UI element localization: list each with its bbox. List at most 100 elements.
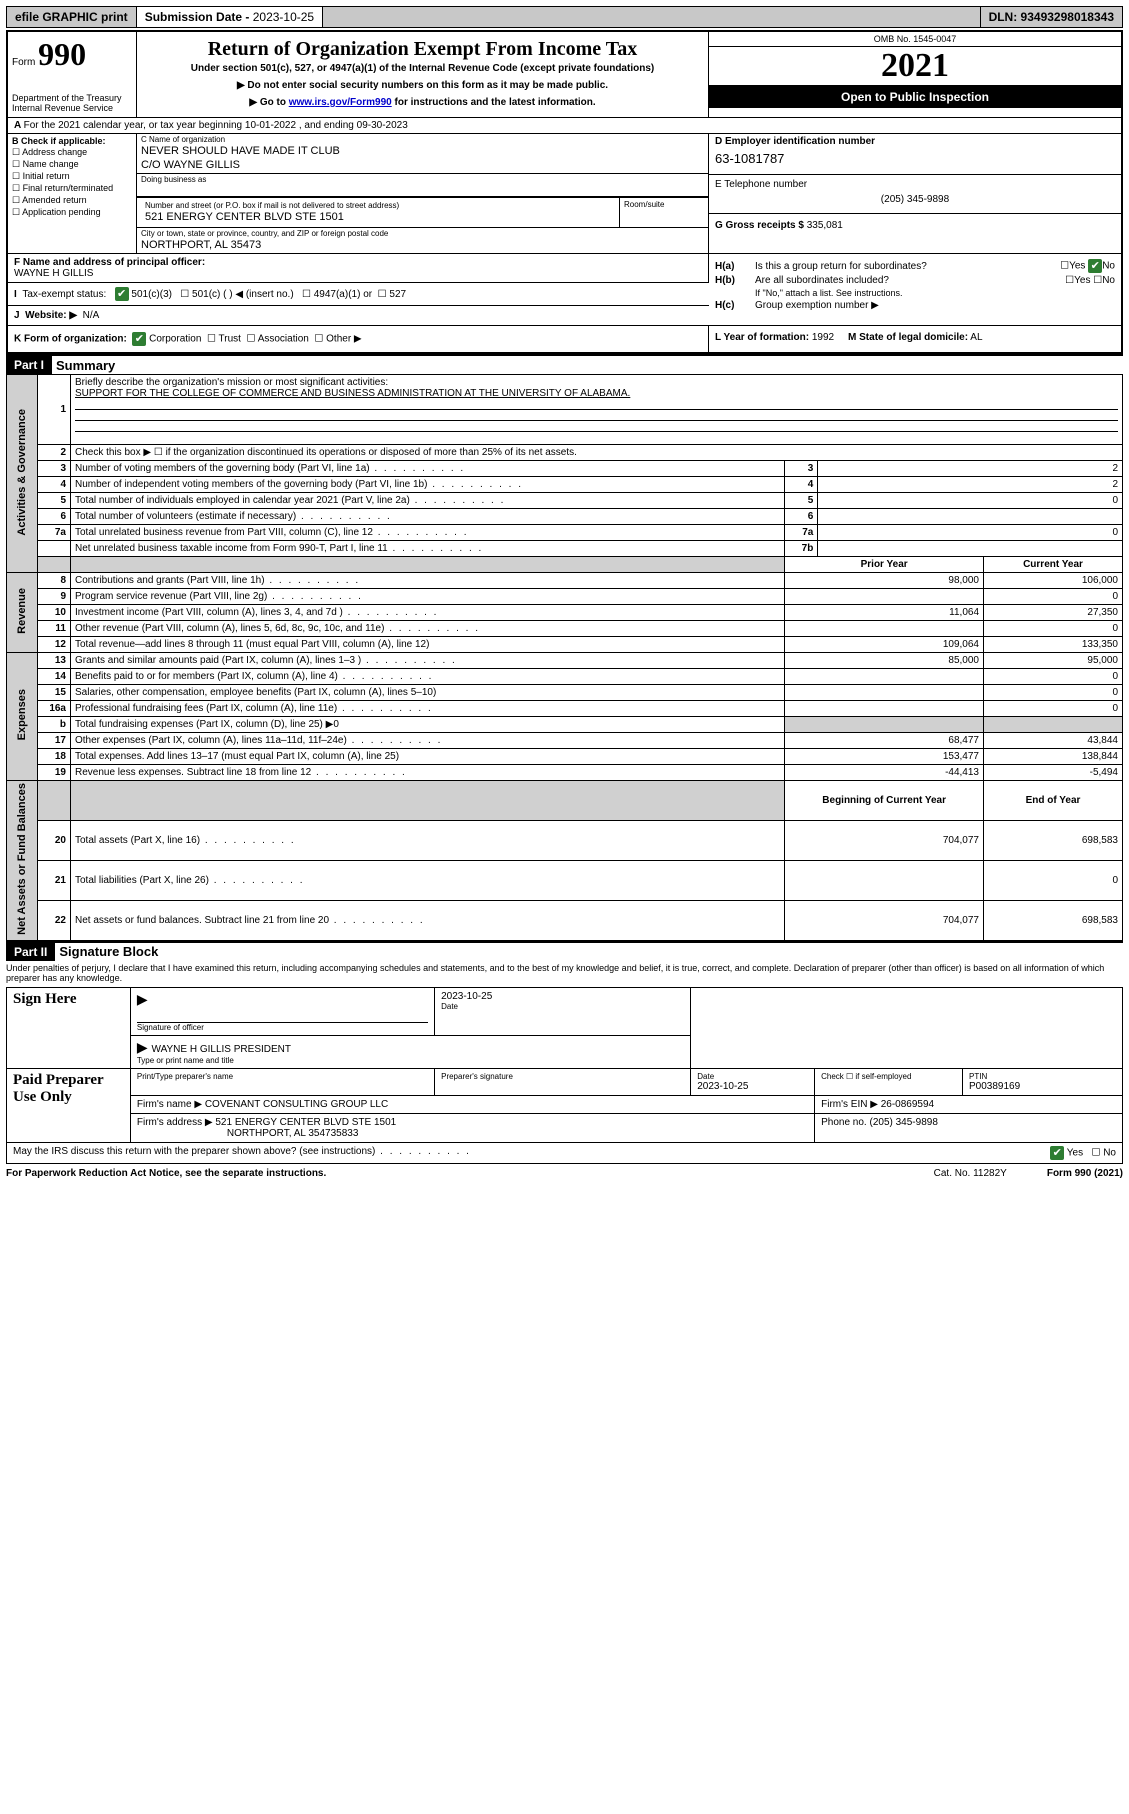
firm-name-cell: Firm's name ▶ COVENANT CONSULTING GROUP … bbox=[130, 1095, 814, 1113]
r11-prior bbox=[785, 621, 984, 637]
address-row: Number and street (or P.O. box if mail i… bbox=[137, 198, 709, 228]
city-label: City or town, state or province, country… bbox=[137, 228, 708, 239]
ptin-value: P00389169 bbox=[969, 1081, 1020, 1092]
r5-val: 0 bbox=[818, 493, 1123, 509]
rev-hdr-desc bbox=[71, 557, 785, 573]
box-j: J Website: ▶ N/A bbox=[7, 306, 709, 326]
r7a-val: 0 bbox=[818, 525, 1123, 541]
rev-hdr-num bbox=[38, 557, 71, 573]
opt-4947[interactable]: 4947(a)(1) or bbox=[314, 289, 372, 300]
officer-printed-name: WAYNE H GILLIS PRESIDENT bbox=[152, 1044, 291, 1055]
dln: DLN: 93493298018343 bbox=[980, 7, 1122, 27]
box-i: I Tax-exempt status: ✔ 501(c)(3) ☐ 501(c… bbox=[7, 283, 709, 306]
firm-addr1: 521 ENERGY CENTER BLVD STE 1501 bbox=[215, 1117, 396, 1128]
submission-date: Submission Date - 2023-10-25 bbox=[137, 7, 323, 27]
col-current: Current Year bbox=[984, 557, 1123, 573]
form990-link[interactable]: www.irs.gov/Form990 bbox=[289, 97, 392, 108]
firm-ein-cell: Firm's EIN ▶ 26-0869594 bbox=[815, 1095, 1123, 1113]
website-value: N/A bbox=[83, 310, 100, 321]
r10-current: 27,350 bbox=[984, 605, 1123, 621]
prep-self-cell[interactable]: Check ☐ if self-employed bbox=[815, 1068, 963, 1095]
opt-501c[interactable]: 501(c) ( ) ◀ (insert no.) bbox=[192, 289, 294, 300]
efile-label[interactable]: efile GRAPHIC print bbox=[7, 7, 137, 27]
part1-title: Summary bbox=[56, 358, 115, 373]
tax-year: 2021 bbox=[709, 47, 1121, 86]
na-hdr-desc bbox=[71, 781, 785, 821]
ha-text: Is this a group return for subordinates? bbox=[755, 261, 927, 272]
opt-501c3: 501(c)(3) bbox=[131, 289, 172, 300]
r9-desc: Program service revenue (Part VIII, line… bbox=[71, 589, 785, 605]
form-org-label: K Form of organization: bbox=[14, 334, 127, 345]
r7b-box: 7b bbox=[785, 541, 818, 557]
officer-name: WAYNE H GILLIS bbox=[14, 268, 93, 279]
line2-desc: Check this box ▶ ☐ if the organization d… bbox=[71, 445, 1123, 461]
form-no-foot: Form 990 (2021) bbox=[1047, 1168, 1123, 1179]
officer-name-cell: WAYNE H GILLIS PRESIDENT Type or print n… bbox=[130, 1035, 690, 1068]
hc-label: H(c) bbox=[715, 300, 755, 311]
room-suite: Room/suite bbox=[619, 198, 708, 227]
r10-desc: Investment income (Part VIII, column (A)… bbox=[71, 605, 785, 621]
ha-label: H(a) bbox=[715, 261, 755, 272]
r16b-current bbox=[984, 717, 1123, 733]
r5-num: 5 bbox=[38, 493, 71, 509]
goto-prefix: ▶ Go to bbox=[249, 97, 288, 108]
r22-num: 22 bbox=[38, 900, 71, 940]
opt-other[interactable]: Other ▶ bbox=[326, 334, 361, 345]
prep-name-label: Print/Type preparer's name bbox=[137, 1072, 428, 1081]
opt-trust[interactable]: Trust bbox=[219, 334, 241, 345]
r9-current: 0 bbox=[984, 589, 1123, 605]
r18-num: 18 bbox=[38, 749, 71, 765]
opt-527[interactable]: 527 bbox=[389, 289, 406, 300]
hb-label: H(b) bbox=[715, 275, 755, 286]
r3-desc: Number of voting members of the governin… bbox=[71, 461, 785, 477]
hb-yesno[interactable]: ☐Yes ☐No bbox=[1065, 275, 1115, 286]
cat-no: Cat. No. 11282Y bbox=[934, 1168, 1007, 1179]
r20-num: 20 bbox=[38, 820, 71, 860]
opt-association[interactable]: Association bbox=[258, 334, 309, 345]
mission-blank-lines bbox=[75, 409, 1118, 432]
r13-prior: 85,000 bbox=[785, 653, 984, 669]
r19-current: -5,494 bbox=[984, 765, 1123, 781]
ptin-cell: PTIN P00389169 bbox=[963, 1068, 1123, 1095]
r11-current: 0 bbox=[984, 621, 1123, 637]
r19-prior: -44,413 bbox=[785, 765, 984, 781]
r3-num: 3 bbox=[38, 461, 71, 477]
year-formation-label: L Year of formation: bbox=[715, 332, 809, 343]
r12-current: 133,350 bbox=[984, 637, 1123, 653]
r14-desc: Benefits paid to or for members (Part IX… bbox=[71, 669, 785, 685]
r3-box: 3 bbox=[785, 461, 818, 477]
part1-number: Part I bbox=[6, 356, 52, 374]
r8-prior: 98,000 bbox=[785, 573, 984, 589]
footer: For Paperwork Reduction Act Notice, see … bbox=[6, 1168, 1123, 1179]
firm-phone: (205) 345-9898 bbox=[870, 1117, 938, 1128]
check-address-change[interactable]: Address change bbox=[12, 147, 132, 158]
discuss-yesno[interactable]: ✔ Yes ☐ No bbox=[1050, 1146, 1116, 1160]
street-label: Number and street (or P.O. box if mail i… bbox=[141, 200, 615, 211]
r8-num: 8 bbox=[38, 573, 71, 589]
r8-current: 106,000 bbox=[984, 573, 1123, 589]
corp-check: ✔ bbox=[132, 332, 146, 346]
check-initial-return[interactable]: Initial return bbox=[12, 171, 132, 182]
tax-exempt-label: Tax-exempt status: bbox=[22, 289, 106, 300]
r19-desc: Revenue less expenses. Subtract line 18 … bbox=[71, 765, 785, 781]
r22-begin: 704,077 bbox=[785, 900, 984, 940]
ein-value: 63-1081787 bbox=[715, 151, 1115, 166]
firm-phone-cell: Phone no. (205) 345-9898 bbox=[815, 1113, 1123, 1142]
check-final-return[interactable]: Final return/terminated bbox=[12, 183, 132, 194]
check-name-change[interactable]: Name change bbox=[12, 159, 132, 170]
r15-desc: Salaries, other compensation, employee b… bbox=[71, 685, 785, 701]
ha-yesno[interactable]: ☐Yes ✔No bbox=[1060, 259, 1115, 273]
mission-label: Briefly describe the organization's miss… bbox=[75, 377, 388, 388]
r5-desc: Total number of individuals employed in … bbox=[71, 493, 785, 509]
officer-printed-sub: Type or print name and title bbox=[137, 1056, 684, 1065]
r7b-num bbox=[38, 541, 71, 557]
check-application-pending[interactable]: Application pending bbox=[12, 207, 132, 218]
opt-corporation: Corporation bbox=[149, 334, 201, 345]
check-amended[interactable]: Amended return bbox=[12, 195, 132, 206]
city-row: City or town, state or province, country… bbox=[137, 228, 709, 254]
r6-num: 6 bbox=[38, 509, 71, 525]
hb-text: Are all subordinates included? bbox=[755, 275, 889, 286]
sig-date: 2023-10-25 bbox=[441, 991, 492, 1002]
r21-desc: Total liabilities (Part X, line 26) bbox=[71, 860, 785, 900]
prep-date-label: Date bbox=[697, 1072, 808, 1081]
